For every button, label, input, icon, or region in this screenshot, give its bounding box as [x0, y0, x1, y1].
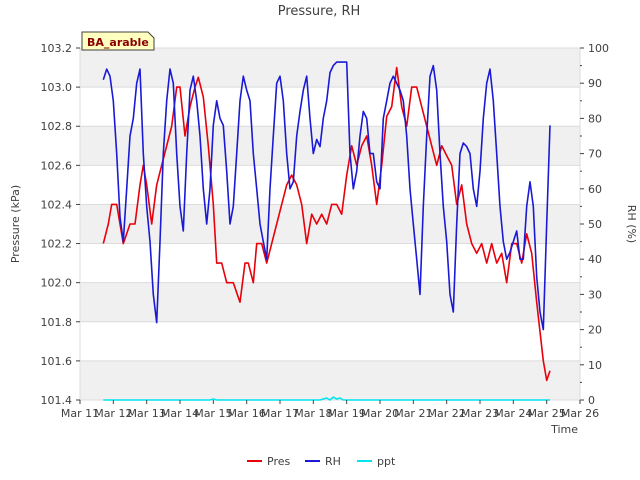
- x-tick-label: Mar 20: [361, 407, 399, 420]
- series-line-pres: [102, 66, 551, 382]
- y-right-tick-label: 40: [588, 253, 602, 266]
- y-left-tick-label: 102.8: [41, 120, 73, 133]
- y-right-tick-label: 100: [588, 42, 609, 55]
- grid-band: [80, 48, 580, 88]
- y-axis-left-label: Pressure (kPa): [9, 185, 22, 263]
- series-line-ppt: [103, 396, 550, 401]
- y-axis-right-label: RH (%): [625, 205, 638, 243]
- y-right-tick-label: 20: [588, 324, 602, 337]
- x-tick-label: Mar 13: [128, 407, 166, 420]
- legend-label-ppt: ppt: [377, 455, 396, 468]
- badge-box: [81, 31, 155, 51]
- y-left-tick-label: 103.0: [41, 81, 73, 94]
- x-tick-label: Mar 24: [494, 407, 532, 420]
- legend-label-rh: RH: [325, 455, 341, 468]
- y-right-tick-label: 10: [588, 359, 602, 372]
- series-layer: [102, 61, 551, 401]
- y-right-tick-label: 60: [588, 183, 602, 196]
- y-right-tick-label: 70: [588, 148, 602, 161]
- series-line-rh: [102, 61, 551, 331]
- x-tick-label: Mar 11: [61, 407, 99, 420]
- y-right-tick-label: 0: [588, 394, 595, 407]
- y-right-tick-label: 50: [588, 218, 602, 231]
- x-tick-label: Mar 21: [394, 407, 432, 420]
- x-tick-label: Mar 23: [461, 407, 499, 420]
- grid-band: [80, 360, 580, 400]
- x-tick-label: Mar 15: [194, 407, 232, 420]
- badge-label: BA_arable: [87, 36, 149, 49]
- x-tick-label: Mar 26: [561, 407, 599, 420]
- x-tick-label: Mar 14: [161, 407, 199, 420]
- x-tick-label: Mar 17: [261, 407, 299, 420]
- x-tick-label: Mar 19: [328, 407, 366, 420]
- axes-layer: 101.4 101.6 101.8 102.0 102.2 102.4 102.6 102.8…: [41, 42, 610, 420]
- x-tick-label: Mar 25: [528, 407, 566, 420]
- badge: BA_arable: [81, 31, 155, 51]
- y-left-tick-label: 102.0: [41, 277, 73, 290]
- y-left-tick-label: 102.2: [41, 238, 73, 251]
- grid-band: [80, 282, 580, 322]
- x-tick-label: Mar 18: [294, 407, 332, 420]
- grid-band: [80, 126, 580, 166]
- x-tick-label: Mar 22: [428, 407, 466, 420]
- x-tick-label: Mar 16: [228, 407, 266, 420]
- legend-label-pres: Pres: [267, 455, 290, 468]
- y-right-tick-label: 30: [588, 288, 602, 301]
- grid-bands: [80, 48, 580, 401]
- y-left-tick-label: 101.6: [41, 355, 73, 368]
- legend: Pres RH ppt: [247, 455, 396, 468]
- y-right-tick-label: 80: [588, 112, 602, 125]
- y-left-tick-label: 103.2: [41, 42, 73, 55]
- y-left-tick-label: 101.4: [41, 394, 73, 407]
- y-left-tick-label: 101.8: [41, 316, 73, 329]
- x-tick-label: Mar 12: [94, 407, 132, 420]
- y-left-tick-label: 102.4: [41, 198, 73, 211]
- y-left-tick-label: 102.6: [41, 159, 73, 172]
- y-right-tick-label: 90: [588, 77, 602, 90]
- chart-title: Pressure, RH: [278, 4, 361, 19]
- x-axis-label: Time: [550, 423, 578, 436]
